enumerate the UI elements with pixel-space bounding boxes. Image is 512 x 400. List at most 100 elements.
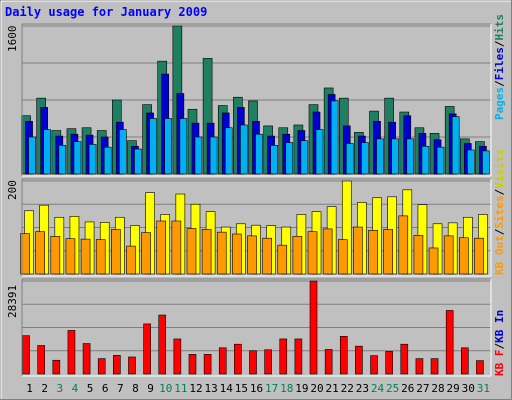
panel-top: 1600 Pages/Files/Hits bbox=[6, 14, 506, 177]
x-tick-label-day-16: 16 bbox=[250, 382, 263, 395]
bar-kb-f-day-15 bbox=[234, 343, 242, 375]
bar-sites-day-25 bbox=[383, 229, 393, 275]
bar-sites-day-8 bbox=[126, 245, 136, 275]
x-tick-label-day-2: 2 bbox=[41, 382, 48, 395]
bar-kb-f-day-8 bbox=[128, 356, 136, 375]
bar-pages-day-30 bbox=[467, 149, 475, 175]
x-tick-label-day-15: 15 bbox=[235, 382, 248, 395]
legend-sep-2: / bbox=[493, 40, 506, 47]
bar-pages-day-13 bbox=[209, 136, 218, 175]
bar-sites-day-22 bbox=[337, 239, 348, 275]
bar-pages-day-21 bbox=[330, 100, 339, 175]
x-tick-label-day-12: 12 bbox=[189, 382, 202, 395]
bar-kb-f-day-31 bbox=[476, 360, 484, 375]
top-legend: Pages/Files/Hits bbox=[493, 14, 506, 120]
x-tick-label-day-25: 25 bbox=[386, 382, 399, 395]
bar-sites-day-11 bbox=[171, 220, 182, 275]
bar-sites-day-16 bbox=[247, 235, 257, 275]
bar-sites-day-6 bbox=[95, 239, 106, 275]
x-tick-label-day-23: 23 bbox=[356, 382, 369, 395]
x-tick-label-day-5: 5 bbox=[87, 382, 94, 395]
bar-sites-day-4 bbox=[65, 238, 76, 275]
x-tick-label-day-7: 7 bbox=[117, 382, 124, 395]
bar-kb-f-day-23 bbox=[355, 345, 363, 375]
bar-kb-f-day-19 bbox=[294, 338, 303, 375]
bar-pages-day-5 bbox=[88, 144, 97, 175]
bar-kb-f-day-10 bbox=[158, 314, 167, 375]
bar-sites-day-5 bbox=[80, 238, 91, 275]
bar-pages-day-1 bbox=[28, 136, 36, 175]
bar-kb-f-day-5 bbox=[82, 343, 91, 375]
bar-kb-f-day-1 bbox=[22, 335, 30, 375]
bar-pages-day-28 bbox=[436, 146, 445, 175]
x-tick-label-day-20: 20 bbox=[310, 382, 323, 395]
bar-kb-f-day-27 bbox=[415, 358, 424, 375]
bottom-legend: KB F/KB In bbox=[493, 310, 506, 376]
bar-sites-day-10 bbox=[156, 220, 167, 275]
bar-kb-f-day-3 bbox=[52, 359, 61, 375]
legend-sep-1: / bbox=[493, 80, 506, 87]
bar-pages-day-10 bbox=[164, 118, 173, 175]
bar-sites-day-30 bbox=[459, 237, 469, 275]
bar-kb-f-day-24 bbox=[370, 355, 378, 375]
bar-pages-day-26 bbox=[406, 138, 415, 175]
x-tick-label-day-29: 29 bbox=[447, 382, 460, 395]
top-y-max-label: 1600 bbox=[6, 26, 19, 53]
x-tick-label-day-27: 27 bbox=[416, 382, 429, 395]
x-tick-label-day-9: 9 bbox=[147, 382, 154, 395]
x-tick-label-day-11: 11 bbox=[174, 382, 187, 395]
legend-kb-out: KB Out bbox=[493, 235, 506, 275]
bar-kb-f-day-13 bbox=[203, 354, 212, 375]
middle-y-max-label: 200 bbox=[6, 180, 19, 200]
bar-sites-day-29 bbox=[443, 235, 454, 275]
bar-sites-day-27 bbox=[413, 235, 424, 275]
bar-pages-day-25 bbox=[391, 138, 399, 175]
bar-pages-day-19 bbox=[300, 140, 309, 175]
bar-pages-day-3 bbox=[58, 145, 67, 175]
x-tick-label-day-1: 1 bbox=[26, 382, 33, 395]
bar-pages-day-14 bbox=[224, 127, 233, 175]
bar-pages-day-29 bbox=[451, 116, 460, 175]
x-tick-label-day-26: 26 bbox=[401, 382, 414, 395]
bar-pages-day-23 bbox=[361, 142, 369, 175]
bar-pages-day-15 bbox=[240, 124, 248, 175]
x-tick-label-day-10: 10 bbox=[159, 382, 172, 395]
bar-kb-f-day-26 bbox=[400, 343, 409, 375]
bar-pages-day-8 bbox=[134, 148, 142, 175]
bar-kb-f-day-28 bbox=[430, 358, 439, 375]
bar-kb-f-day-30 bbox=[461, 347, 469, 375]
bar-kb-f-day-21 bbox=[324, 349, 333, 375]
panel-middle: 200 KB Out/Sites/Visits bbox=[6, 149, 506, 277]
bar-kb-f-day-16 bbox=[249, 350, 257, 375]
bar-sites-day-20 bbox=[307, 231, 318, 275]
legend-sep-3: / bbox=[493, 228, 506, 235]
panel-bottom: 28391 KB F/KB In bbox=[6, 278, 506, 377]
x-tick-label-day-21: 21 bbox=[326, 382, 339, 395]
bar-sites-day-1 bbox=[20, 233, 30, 275]
bar-sites-day-3 bbox=[50, 236, 61, 275]
legend-kb-in: KB In bbox=[493, 310, 506, 343]
bar-sites-day-17 bbox=[262, 237, 272, 275]
bar-sites-day-31 bbox=[474, 237, 484, 275]
x-tick-label-day-19: 19 bbox=[295, 382, 308, 395]
x-tick-label-day-6: 6 bbox=[102, 382, 109, 395]
legend-sep-4: / bbox=[493, 189, 506, 196]
bar-pages-day-22 bbox=[345, 143, 354, 175]
bar-sites-day-24 bbox=[368, 229, 378, 275]
bar-kb-f-day-18 bbox=[279, 338, 288, 375]
x-tick-label-day-22: 22 bbox=[341, 382, 354, 395]
bar-pages-day-12 bbox=[194, 136, 203, 175]
bar-kb-f-day-25 bbox=[385, 351, 393, 375]
legend-kb-f: KB F bbox=[493, 350, 506, 377]
x-tick-label-day-14: 14 bbox=[220, 382, 234, 395]
bar-sites-day-14 bbox=[216, 231, 227, 275]
bar-sites-day-12 bbox=[186, 228, 197, 275]
legend-visits: Visits bbox=[493, 149, 506, 189]
middle-legend: KB Out/Sites/Visits bbox=[493, 149, 506, 275]
x-tick-label-day-18: 18 bbox=[280, 382, 293, 395]
bar-sites-day-23 bbox=[353, 226, 363, 275]
bar-pages-day-2 bbox=[43, 129, 51, 175]
bar-kb-f-day-20 bbox=[309, 280, 318, 375]
bar-sites-day-2 bbox=[35, 231, 45, 275]
legend-sites: Sites bbox=[493, 196, 506, 229]
